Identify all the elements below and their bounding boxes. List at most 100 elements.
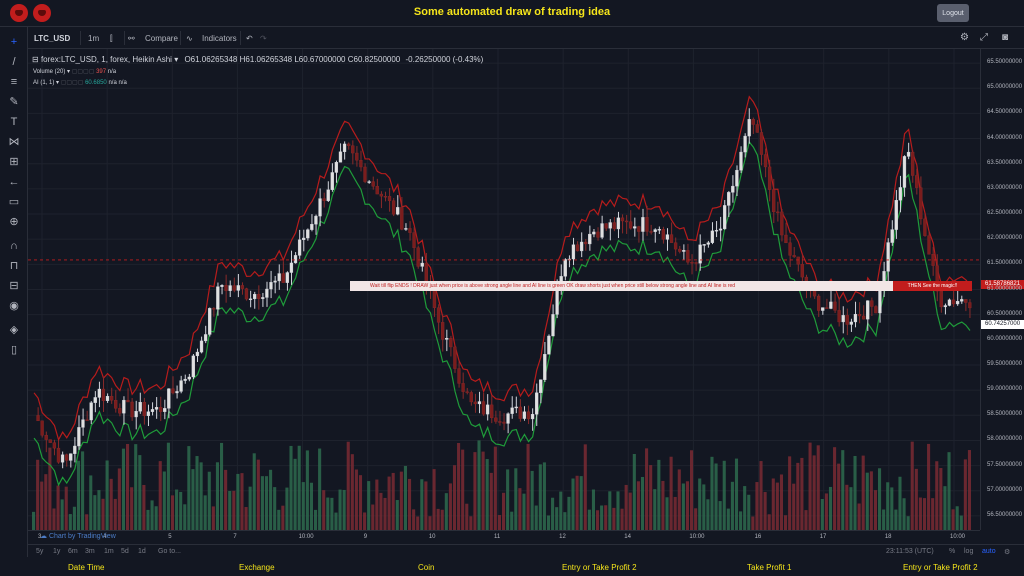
ruler-icon[interactable]: ▭	[8, 196, 20, 208]
volume-bar	[710, 456, 714, 530]
interval-button[interactable]: 1m	[88, 34, 100, 43]
compare-icon[interactable]: ⚯	[128, 34, 135, 43]
brush-icon[interactable]: ✎	[9, 96, 19, 108]
volume-bar	[861, 455, 865, 530]
volume-bar	[538, 464, 542, 530]
volume-bar	[910, 441, 914, 530]
volume-bar	[240, 473, 244, 530]
ai-na: n/a	[108, 80, 117, 86]
footer-entry-2: Entry or Take Profit 2	[903, 563, 978, 572]
range-3m[interactable]: 3m	[85, 548, 95, 555]
range-1d[interactable]: 1d	[138, 548, 146, 555]
candle	[334, 162, 339, 173]
crosshair-icon[interactable]: +	[10, 36, 18, 48]
redo-icon[interactable]: ↷	[260, 34, 267, 43]
camera-icon[interactable]: ◙	[1002, 32, 1009, 43]
volume-label[interactable]: Volume (20)	[33, 69, 66, 75]
dropdown-icon[interactable]: ▾	[174, 55, 179, 64]
magnet-icon[interactable]: ∩	[10, 240, 18, 252]
price-tick-label: 60.00000000	[987, 335, 1023, 342]
dropdown-icon[interactable]: ▾	[67, 69, 71, 75]
candle	[359, 159, 363, 168]
volume-bar	[514, 468, 518, 530]
candle	[224, 285, 228, 291]
text-icon[interactable]: T	[10, 116, 18, 128]
eye-icon[interactable]: ◉	[9, 300, 19, 312]
range-5y[interactable]: 5y	[36, 548, 44, 555]
zoom-in-icon[interactable]: ⊕	[9, 216, 19, 228]
layers-icon[interactable]: ◈	[9, 324, 19, 336]
volume-bar	[502, 492, 506, 530]
volume-bar	[260, 476, 264, 530]
range-6m[interactable]: 6m	[68, 548, 78, 555]
collapse-icon[interactable]: ⊟	[32, 55, 39, 64]
volume-bar	[575, 475, 579, 530]
ai-legend: AI (1, 1) ▾ ▢▢▢▢ 60.6850 n/a n/a	[33, 79, 127, 86]
candle	[649, 231, 653, 233]
candle	[763, 154, 768, 168]
trendline-icon[interactable]: /	[12, 56, 16, 68]
series-title[interactable]: forex:LTC_USD, 1, forex, Heikin Ashi	[40, 55, 172, 64]
candle	[743, 135, 747, 153]
volume-bar	[534, 505, 538, 530]
legend-buttons-icon[interactable]: ▢▢▢▢	[60, 80, 84, 86]
ai-label[interactable]: AI (1, 1)	[33, 80, 55, 86]
logout-button[interactable]: Logout	[937, 4, 969, 22]
percent-toggle[interactable]: %	[949, 548, 956, 555]
candle	[342, 143, 347, 152]
back-arrow-icon[interactable]: ←	[8, 176, 20, 188]
log-toggle[interactable]: log	[964, 548, 974, 555]
dropdown-icon[interactable]: ▾	[56, 80, 60, 86]
candle	[36, 415, 40, 422]
lock-drawings-icon[interactable]: ⊟	[9, 280, 19, 292]
candle	[469, 392, 473, 403]
indicators-icon[interactable]: ∿	[186, 34, 193, 43]
volume-bar	[583, 444, 587, 530]
volume-bar	[391, 472, 395, 530]
candle-style-icon[interactable]: ⫿	[110, 34, 113, 43]
undo-icon[interactable]: ↶	[246, 34, 253, 43]
candle	[919, 187, 923, 220]
volume-bar	[461, 449, 465, 530]
settings-icon[interactable]: ⚙	[1004, 549, 1011, 556]
range-5d[interactable]: 5d	[121, 548, 129, 555]
goto-button[interactable]: Go to...	[158, 548, 181, 555]
lock-icon[interactable]: ⊓	[9, 260, 19, 272]
fib-icon[interactable]: ≡	[10, 76, 18, 88]
fullscreen-icon[interactable]: ⤢	[980, 32, 988, 43]
volume-bar	[788, 456, 792, 530]
page-title: Some automated draw of trading idea	[413, 6, 611, 18]
volume-bar	[207, 471, 211, 530]
volume-bar	[440, 509, 444, 530]
candle	[694, 262, 698, 264]
candle	[637, 226, 641, 232]
volume-bar	[882, 509, 886, 530]
candle	[518, 406, 522, 419]
candle	[114, 400, 118, 409]
candle	[371, 181, 375, 187]
volume-bar	[244, 507, 248, 530]
volume-bar	[645, 448, 649, 530]
range-1y[interactable]: 1y	[53, 548, 61, 555]
trash-icon[interactable]: ▯	[10, 344, 18, 356]
legend-buttons-icon[interactable]: ▢▢▢▢	[71, 69, 95, 75]
volume-bar	[277, 509, 281, 530]
pattern-icon[interactable]: ⋈	[8, 136, 20, 148]
range-1m[interactable]: 1m	[104, 548, 114, 555]
time-tick-label: 18	[884, 534, 892, 540]
settings-icon[interactable]: ⚙	[960, 32, 969, 43]
volume-bar	[199, 462, 203, 530]
indicators-button[interactable]: Indicators	[202, 34, 237, 43]
candle	[706, 242, 710, 245]
chart-toolbar: LTC_USD 1m ⫿ ⚯ Compare ∿ Indicators ↶ ↷ …	[28, 27, 1024, 49]
prediction-icon[interactable]: ⊞	[9, 156, 19, 168]
symbol-search[interactable]: LTC_USD	[34, 34, 71, 43]
compare-button[interactable]: Compare	[145, 34, 178, 43]
candle	[898, 187, 903, 201]
time-scale[interactable]: 3 4 5 7 10:00 9 10 11 12 14 10:00 16 17 18 10:00	[28, 530, 980, 544]
tradingview-watermark[interactable]: ☁ Chart by TradingView	[40, 533, 116, 540]
price-scale[interactable]: 61.58786821 60.74257000 65.50000000 65.00…	[980, 49, 1024, 530]
top-bar: Some automated draw of trading idea Logo…	[0, 0, 1024, 26]
auto-toggle[interactable]: auto	[982, 548, 996, 555]
candle	[244, 288, 249, 300]
